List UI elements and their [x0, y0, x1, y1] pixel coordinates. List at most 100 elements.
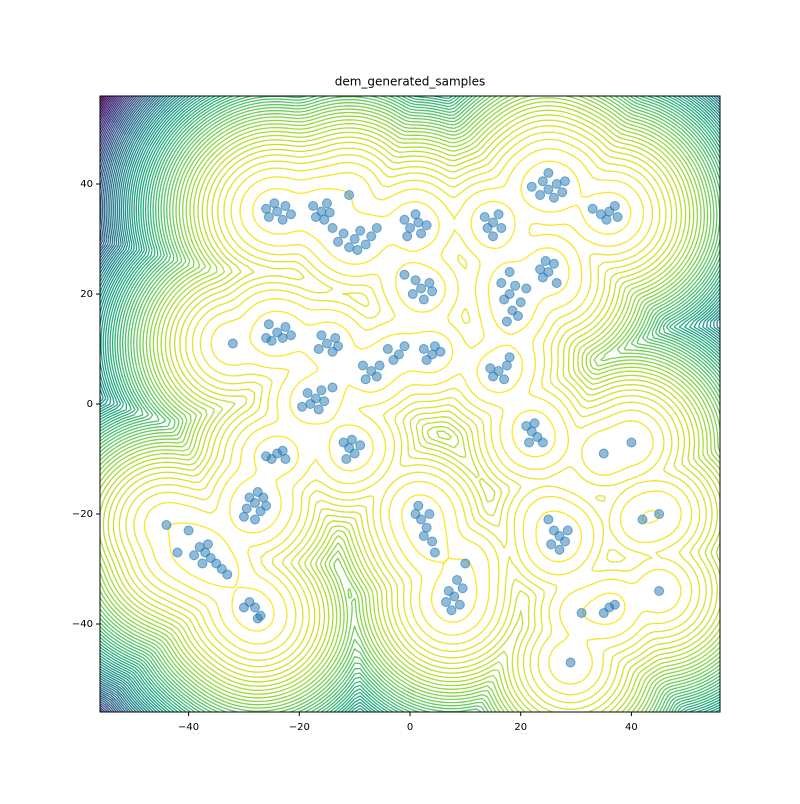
sample-point	[454, 599, 465, 610]
contour-line	[100, 96, 140, 712]
sample-point	[399, 214, 410, 225]
y-tick-label: −40	[72, 619, 93, 630]
sample-point	[297, 401, 308, 412]
sample-point	[598, 608, 609, 618]
contour-line	[100, 96, 121, 128]
sample-point	[529, 418, 540, 429]
sample-point	[424, 509, 435, 519]
contour-line	[100, 96, 720, 712]
sample-point	[416, 228, 427, 239]
sample-point	[250, 514, 260, 525]
contour-line	[125, 131, 701, 704]
contour-line	[100, 96, 720, 712]
sample-point	[405, 223, 415, 233]
contour-line	[100, 96, 720, 712]
sample-point	[402, 231, 413, 242]
sample-point	[330, 333, 341, 343]
sample-point	[355, 225, 366, 236]
sample-point	[280, 322, 291, 332]
sample-point	[421, 220, 432, 231]
sample-point	[410, 209, 421, 220]
sample-point	[427, 286, 438, 297]
sample-point	[344, 242, 355, 253]
contour-line	[100, 96, 162, 712]
sample-point	[479, 212, 490, 222]
sample-point	[551, 179, 562, 189]
sample-point	[269, 198, 280, 209]
sample-point	[313, 404, 324, 415]
sample-point	[316, 385, 327, 396]
sample-point	[543, 168, 554, 178]
contour-line	[100, 96, 720, 712]
sample-point	[457, 583, 468, 594]
y-tick-label: 0	[87, 399, 93, 410]
sample-point	[576, 608, 587, 618]
sample-point	[333, 341, 344, 352]
sample-point	[512, 311, 523, 321]
sample-point	[446, 605, 457, 616]
contour-line	[100, 96, 111, 112]
sample-point	[524, 437, 535, 448]
sample-point	[540, 256, 551, 266]
contour-line	[100, 96, 720, 712]
sample-point	[333, 236, 344, 247]
sample-point	[535, 190, 546, 200]
sample-point	[308, 201, 319, 211]
sample-point	[263, 212, 274, 222]
sample-point	[413, 217, 424, 228]
sample-point	[526, 181, 537, 192]
sample-point	[612, 212, 623, 222]
contour-line	[107, 114, 718, 712]
sample-point	[285, 330, 296, 341]
contour-line	[143, 147, 682, 685]
sample-point	[535, 264, 546, 275]
sample-point	[399, 341, 410, 352]
points	[161, 168, 665, 668]
sample-point	[601, 214, 612, 225]
sample-point	[609, 201, 620, 211]
contour-line	[100, 96, 129, 144]
sample-point	[194, 542, 205, 552]
contour-line	[112, 119, 713, 712]
sample-point	[280, 454, 291, 464]
sample-point	[499, 374, 510, 385]
sample-point	[499, 294, 510, 305]
sample-point	[418, 344, 429, 354]
sample-point	[238, 511, 249, 522]
sample-point	[305, 399, 316, 409]
sample-point	[560, 536, 570, 547]
contour-line	[167, 160, 660, 632]
sample-point	[488, 371, 499, 382]
contour-line	[100, 96, 152, 712]
y-tick-label: 20	[80, 289, 93, 300]
sample-point	[349, 448, 360, 459]
sample-point	[548, 525, 559, 536]
sample-point	[344, 190, 355, 200]
sample-point	[543, 184, 554, 195]
contour-line	[100, 96, 149, 712]
contour-line	[100, 96, 154, 712]
sample-point	[501, 360, 512, 371]
sample-point	[324, 207, 335, 218]
sample-point	[496, 223, 507, 233]
contour-line	[100, 96, 115, 118]
sample-point	[418, 531, 429, 541]
sample-point	[202, 539, 213, 550]
contour-line	[100, 96, 720, 712]
sample-point	[626, 437, 637, 448]
sample-point	[421, 522, 432, 533]
contour-line	[100, 96, 720, 712]
sample-point	[427, 536, 438, 547]
sample-point	[413, 500, 424, 511]
sample-point	[272, 206, 283, 217]
sample-point	[418, 294, 429, 305]
sample-point	[366, 231, 377, 242]
contour-line	[100, 96, 127, 139]
sample-point	[557, 187, 568, 198]
contour-line	[118, 125, 707, 710]
sample-point	[515, 297, 526, 308]
contour-line	[100, 96, 125, 135]
sample-point	[504, 352, 515, 363]
contour-line	[100, 96, 720, 712]
